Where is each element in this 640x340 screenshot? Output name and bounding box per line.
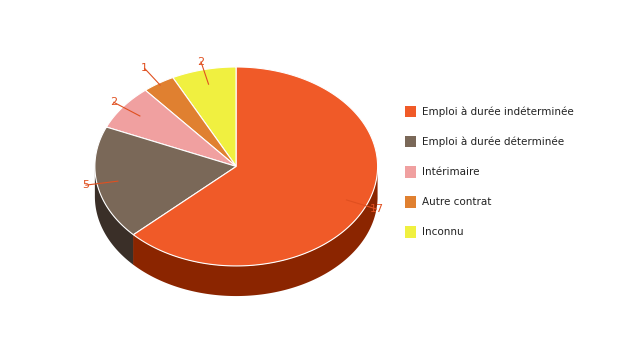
Text: Inconnu: Inconnu [422, 227, 463, 237]
Polygon shape [133, 167, 236, 265]
Bar [405, 136, 416, 148]
Bar [405, 226, 416, 238]
Bar [405, 166, 416, 177]
Bar [405, 106, 416, 117]
Bar [405, 196, 416, 208]
Text: 5: 5 [83, 180, 90, 190]
Polygon shape [145, 78, 236, 167]
Polygon shape [133, 67, 378, 266]
Text: 2: 2 [198, 57, 205, 67]
Text: Emploi à durée indéterminée: Emploi à durée indéterminée [422, 106, 573, 117]
Text: 1: 1 [141, 63, 148, 73]
Polygon shape [95, 167, 133, 265]
Polygon shape [133, 168, 378, 296]
Polygon shape [106, 90, 236, 167]
Text: 2: 2 [110, 97, 117, 107]
Text: Intérimaire: Intérimaire [422, 167, 479, 177]
Polygon shape [173, 67, 236, 167]
Text: Emploi à durée déterminée: Emploi à durée déterminée [422, 136, 564, 147]
Text: Autre contrat: Autre contrat [422, 197, 491, 207]
Polygon shape [95, 127, 236, 235]
Polygon shape [133, 167, 236, 265]
Text: 17: 17 [369, 204, 383, 214]
